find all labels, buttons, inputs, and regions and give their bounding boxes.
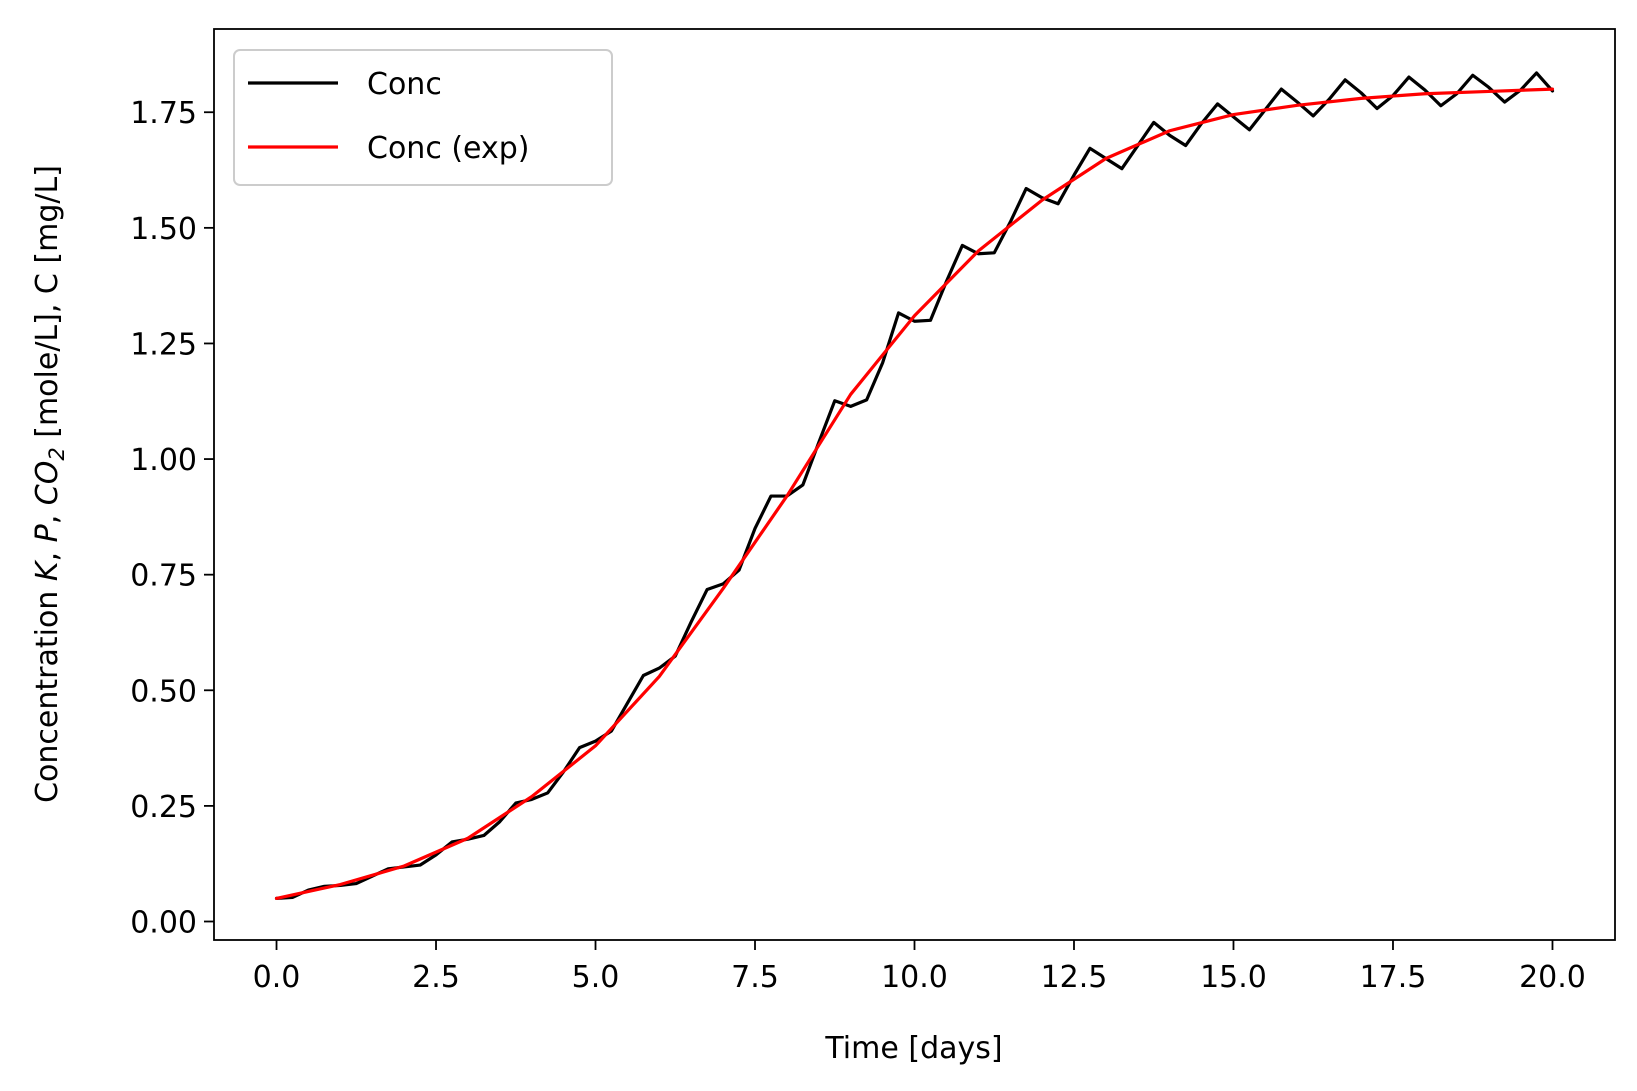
x-tick-label: 17.5 [1360, 960, 1427, 995]
legend-label-conc-exp: Conc (exp) [367, 131, 529, 166]
y-tick-label: 1.25 [130, 327, 197, 362]
y-axis-ticks: 0.00 0.25 0.50 0.75 1.00 1.25 1.50 1.75 [130, 96, 214, 941]
x-axis-label: Time [days] [824, 1031, 1002, 1066]
x-tick-label: 2.5 [412, 960, 460, 995]
legend-label-conc: Conc [367, 67, 442, 102]
x-tick-label: 7.5 [731, 960, 779, 995]
y-tick-label: 1.00 [130, 443, 197, 478]
y-axis-label: Concentration K, P, CO2 [mole/L], C [mg/… [30, 165, 69, 803]
x-tick-label: 5.0 [572, 960, 620, 995]
y-tick-label: 0.25 [130, 790, 197, 825]
legend: Conc Conc (exp) [233, 49, 613, 186]
y-tick-label: 0.00 [130, 906, 197, 941]
y-tick-label: 0.75 [130, 559, 197, 594]
series-line-conc-exp [274, 87, 1555, 900]
x-axis-ticks: 0.0 2.5 5.0 7.5 10.0 12.5 15.0 17.5 20.0 [253, 940, 1586, 995]
x-tick-label: 0.0 [253, 960, 301, 995]
x-tick-label: 10.0 [881, 960, 948, 995]
x-tick-label: 12.5 [1041, 960, 1108, 995]
x-tick-label: 15.0 [1200, 960, 1267, 995]
x-tick-label: 20.0 [1519, 960, 1586, 995]
y-tick-label: 1.50 [130, 212, 197, 247]
y-tick-label: 1.75 [130, 96, 197, 131]
y-tick-label: 0.50 [130, 674, 197, 709]
series-line-conc [274, 71, 1555, 900]
series-layer [274, 71, 1555, 900]
